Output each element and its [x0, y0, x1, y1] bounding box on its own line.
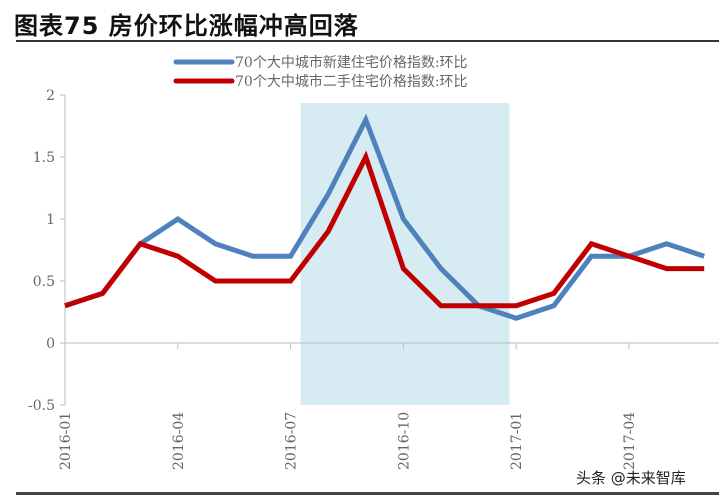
x-tick-label: 2016-07: [284, 412, 300, 470]
x-tick-label: 2016-10: [396, 412, 412, 470]
x-tick-label: 2017-01: [509, 412, 525, 470]
y-tick-label: 2: [46, 88, 55, 104]
x-tick-label: 2016-04: [171, 412, 187, 470]
shaded-region: [300, 103, 510, 405]
y-tick-label: 0.5: [33, 274, 55, 290]
series-line-second-hand: [64, 150, 705, 309]
bottom-divider: [16, 492, 719, 495]
y-tick-label: 0: [46, 336, 55, 352]
y-tick-label: 1: [46, 212, 55, 228]
y-tick-label: -0.5: [28, 398, 55, 414]
watermark: 头条 @未来智库: [576, 469, 686, 487]
x-tick-label: 2017-04: [622, 412, 638, 470]
x-tick-label: 2016-01: [58, 412, 74, 470]
legend-label: 70个大中城市二手住宅价格指数:环比: [235, 73, 468, 90]
series-line-new-homes: [64, 113, 705, 321]
chart-title: 图表75 房价环比涨幅冲高回落: [14, 12, 359, 40]
y-tick-label: 1.5: [33, 150, 55, 166]
top-divider: [16, 40, 719, 42]
legend-label: 70个大中城市新建住宅价格指数:环比: [235, 54, 468, 71]
